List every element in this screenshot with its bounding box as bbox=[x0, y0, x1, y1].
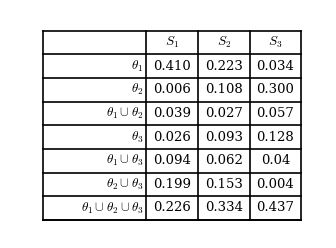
Text: 0.093: 0.093 bbox=[205, 130, 243, 144]
Text: 0.223: 0.223 bbox=[205, 60, 243, 73]
Text: 0.410: 0.410 bbox=[153, 60, 191, 73]
Text: 0.226: 0.226 bbox=[153, 201, 191, 215]
Text: 0.199: 0.199 bbox=[153, 178, 191, 191]
Text: 0.027: 0.027 bbox=[205, 107, 243, 120]
Text: 0.039: 0.039 bbox=[153, 107, 191, 120]
Text: 0.004: 0.004 bbox=[256, 178, 294, 191]
Text: $\theta_1$: $\theta_1$ bbox=[131, 59, 143, 74]
Text: $S_2$: $S_2$ bbox=[217, 35, 231, 50]
Text: $\theta_1 \cup \theta_2$: $\theta_1 \cup \theta_2$ bbox=[106, 106, 143, 121]
Text: 0.094: 0.094 bbox=[153, 154, 191, 167]
Text: $\theta_1 \cup \theta_2 \cup \theta_3$: $\theta_1 \cup \theta_2 \cup \theta_3$ bbox=[81, 200, 143, 216]
Text: 0.026: 0.026 bbox=[153, 130, 191, 144]
Text: $S_1$: $S_1$ bbox=[165, 35, 179, 50]
Text: 0.300: 0.300 bbox=[256, 83, 294, 96]
Text: 0.057: 0.057 bbox=[256, 107, 294, 120]
Text: 0.334: 0.334 bbox=[205, 201, 243, 215]
Text: 0.153: 0.153 bbox=[205, 178, 243, 191]
Text: 0.04: 0.04 bbox=[261, 154, 290, 167]
Text: 0.006: 0.006 bbox=[153, 83, 191, 96]
Text: $\theta_2$: $\theta_2$ bbox=[131, 82, 143, 97]
Text: 0.437: 0.437 bbox=[256, 201, 294, 215]
Text: $\theta_1 \cup \theta_3$: $\theta_1 \cup \theta_3$ bbox=[106, 153, 143, 168]
Text: $S_3$: $S_3$ bbox=[268, 35, 283, 50]
Text: 0.128: 0.128 bbox=[256, 130, 294, 144]
Text: 0.034: 0.034 bbox=[256, 60, 294, 73]
Text: $\theta_2 \cup \theta_3$: $\theta_2 \cup \theta_3$ bbox=[106, 177, 143, 192]
Text: 0.062: 0.062 bbox=[205, 154, 243, 167]
Text: $\theta_3$: $\theta_3$ bbox=[131, 129, 143, 145]
Text: 0.108: 0.108 bbox=[205, 83, 243, 96]
